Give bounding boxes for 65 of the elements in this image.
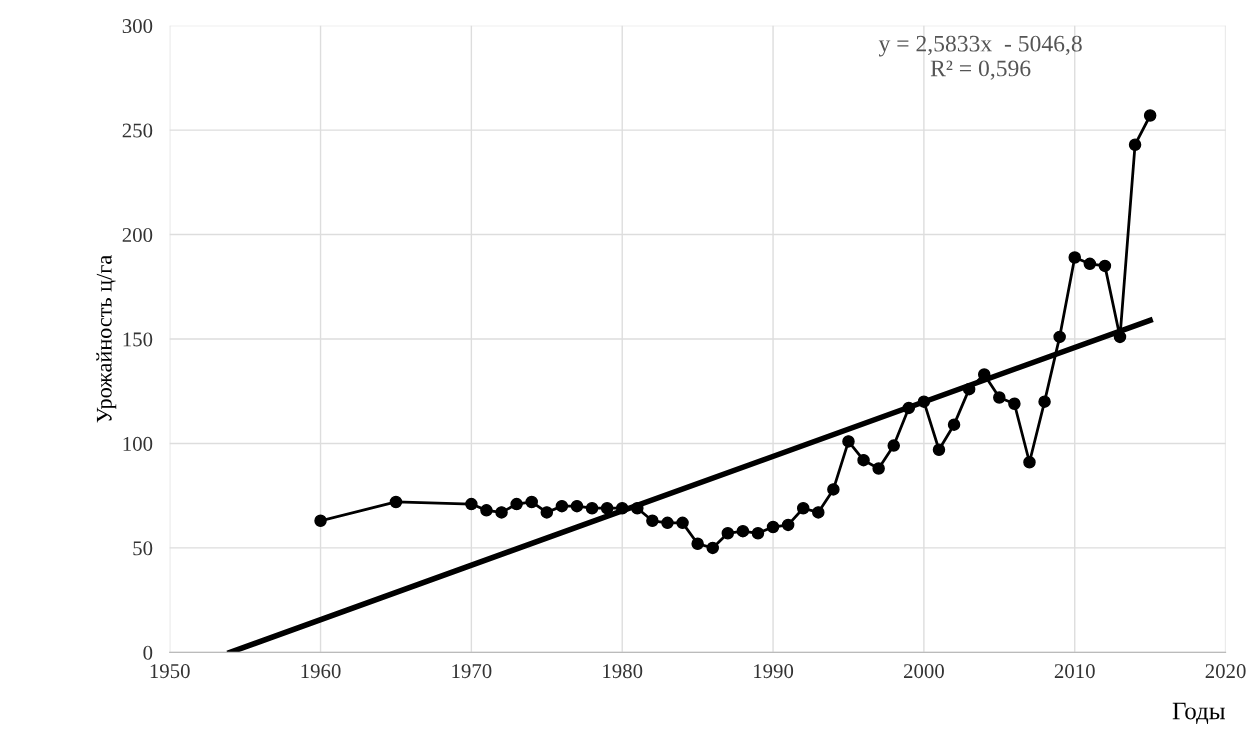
point bbox=[691, 537, 704, 550]
point bbox=[917, 395, 931, 408]
point bbox=[1038, 395, 1051, 408]
point bbox=[962, 382, 976, 396]
point bbox=[389, 495, 403, 509]
point bbox=[1128, 138, 1142, 151]
point bbox=[540, 506, 554, 519]
point bbox=[600, 501, 614, 515]
x-tick-label: 1980 bbox=[603, 664, 643, 679]
point bbox=[646, 514, 659, 528]
point bbox=[676, 516, 689, 530]
point bbox=[661, 516, 674, 530]
point bbox=[480, 504, 493, 517]
y-tick-label: 250 bbox=[122, 123, 153, 138]
point bbox=[932, 443, 946, 456]
point bbox=[585, 501, 599, 515]
annotation: y = 2,5833x - 5046,8 R² = 0,596 bbox=[878, 35, 1082, 80]
point bbox=[751, 527, 765, 540]
point bbox=[947, 418, 961, 431]
point bbox=[1098, 259, 1112, 273]
y-axis-title: Урожайность ц/га bbox=[96, 255, 117, 423]
point bbox=[1143, 109, 1157, 122]
point bbox=[495, 506, 508, 519]
x-tick-label: 1950 bbox=[150, 664, 190, 679]
point bbox=[812, 506, 825, 519]
y-tick-label: 200 bbox=[122, 227, 153, 242]
x-axis-title: Годы bbox=[1172, 702, 1225, 724]
x-tick-label: 2010 bbox=[1054, 664, 1095, 679]
x-tick-label: 1970 bbox=[452, 664, 492, 679]
point bbox=[555, 499, 569, 513]
point bbox=[887, 439, 900, 452]
x-tick-label: 2000 bbox=[903, 664, 944, 679]
point bbox=[1113, 330, 1127, 344]
point bbox=[721, 527, 735, 540]
y-tick-label: 0 bbox=[143, 645, 153, 660]
point bbox=[631, 501, 644, 515]
x-tick-label: 2020 bbox=[1205, 664, 1246, 679]
y-tick-label: 100 bbox=[123, 436, 153, 451]
point bbox=[1083, 257, 1097, 271]
point bbox=[902, 401, 916, 415]
x-tick-label: 1960 bbox=[301, 664, 341, 679]
y-tick-label: 150 bbox=[123, 332, 153, 347]
y-tick-label: 300 bbox=[122, 19, 153, 34]
point bbox=[857, 453, 870, 467]
point bbox=[872, 462, 885, 475]
point bbox=[510, 497, 523, 511]
y-tick-label: 50 bbox=[133, 541, 153, 556]
point bbox=[525, 495, 538, 509]
point bbox=[993, 391, 1006, 404]
point bbox=[706, 541, 719, 555]
point bbox=[796, 501, 810, 515]
point bbox=[842, 435, 855, 448]
point bbox=[736, 524, 750, 538]
point bbox=[766, 520, 780, 534]
x-tick-label: 1990 bbox=[754, 664, 794, 679]
point bbox=[314, 514, 327, 528]
point bbox=[615, 501, 629, 515]
point bbox=[827, 483, 840, 496]
point bbox=[1023, 456, 1036, 469]
point bbox=[465, 497, 478, 511]
point bbox=[1068, 251, 1081, 264]
point bbox=[781, 518, 795, 532]
point bbox=[570, 499, 584, 513]
point bbox=[1008, 397, 1021, 411]
point bbox=[1053, 330, 1066, 344]
